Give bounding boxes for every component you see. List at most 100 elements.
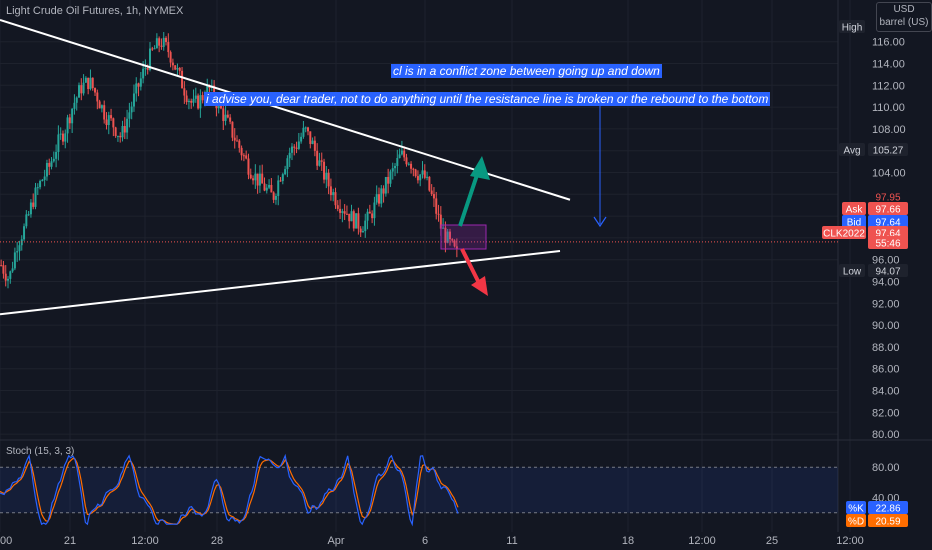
- candle-body: [307, 127, 310, 132]
- candle-body: [155, 38, 158, 49]
- y-tick-label: 114.00: [872, 59, 905, 71]
- stoch-band-fill: [0, 467, 838, 513]
- candle-body: [435, 198, 438, 214]
- ask-value-bg: [868, 202, 908, 215]
- bid-label-bg: [842, 215, 866, 228]
- high-label: High: [842, 23, 863, 34]
- stoch-y-tick: 80.00: [872, 462, 900, 474]
- annotation-note-2[interactable]: i advise you, dear trader, not to do any…: [204, 92, 771, 106]
- x-tick-label: 21: [64, 535, 76, 547]
- candle-body: [277, 180, 280, 196]
- candle-body: [382, 188, 385, 194]
- candle-body: [27, 214, 30, 216]
- candle-body: [407, 163, 410, 165]
- candle-body: [453, 240, 456, 247]
- currency-label: USD: [893, 4, 915, 15]
- stoch-d-line: [0, 457, 459, 525]
- candle-body: [339, 208, 342, 213]
- stoch-k-label: %K: [848, 504, 864, 515]
- annotation-note-1[interactable]: cl is in a conflict zone between going u…: [391, 64, 662, 78]
- candle-body: [25, 214, 28, 227]
- candle-body: [448, 231, 451, 240]
- candle-body: [169, 52, 172, 63]
- candle-body: [451, 239, 454, 241]
- stoch-k-value: 22.86: [875, 504, 900, 515]
- candle-body: [142, 68, 145, 79]
- candle-body: [428, 176, 431, 191]
- candle-body: [345, 213, 348, 215]
- x-tick-label: 28: [211, 535, 223, 547]
- candle-body: [190, 100, 193, 103]
- candle-body: [327, 172, 330, 187]
- x-tick-label: 18: [622, 535, 634, 547]
- candle-body: [432, 194, 435, 199]
- candle-body: [45, 162, 48, 177]
- candle-body: [192, 98, 195, 103]
- avg-value: 105.27: [873, 146, 904, 157]
- candle-body: [302, 127, 305, 137]
- candle-body: [446, 231, 449, 243]
- stoch-d-value: 20.59: [875, 517, 900, 528]
- candle-body: [59, 133, 62, 135]
- last-price-value: 97.64: [875, 229, 900, 240]
- candle-body: [391, 168, 394, 172]
- candle-body: [300, 136, 303, 142]
- avg-value-bg: [868, 143, 908, 156]
- candle-body: [82, 82, 85, 94]
- ask-label: Ask: [846, 205, 864, 216]
- symbol-label-bg: [822, 226, 866, 239]
- candle-body: [421, 170, 424, 175]
- candle-body: [249, 174, 252, 179]
- x-tick-label: 25: [766, 535, 778, 547]
- y-tick-label: 90.00: [872, 320, 900, 332]
- y-tick-label: 112.00: [872, 80, 905, 92]
- candle-body: [68, 117, 71, 124]
- unit-label: barrel (US): [879, 17, 929, 28]
- candle-body: [181, 70, 184, 89]
- candle-body: [32, 202, 35, 207]
- avg-label: Avg: [843, 146, 860, 157]
- candle-body: [144, 68, 147, 70]
- candle-body: [361, 231, 364, 233]
- candle-body: [100, 105, 103, 109]
- candle-body: [162, 37, 165, 47]
- candle-body: [4, 273, 7, 281]
- candle-body: [132, 93, 135, 107]
- candle-body: [329, 186, 332, 196]
- candle-body: [64, 133, 67, 142]
- candle-body: [34, 187, 37, 207]
- stoch-indicator-title[interactable]: Stoch (15, 3, 3): [6, 446, 75, 457]
- candle-body: [412, 168, 415, 170]
- candle-body: [389, 171, 392, 184]
- candle-body: [18, 245, 21, 252]
- candle-body: [423, 170, 426, 178]
- candle-body: [71, 108, 74, 124]
- candle-body: [265, 187, 268, 191]
- candle-body: [146, 68, 149, 70]
- candle-body: [371, 213, 374, 219]
- candle-body: [94, 88, 97, 93]
- candle-body: [116, 135, 119, 137]
- bid-value: 97.64: [875, 218, 900, 229]
- y-tick-label: 96.00: [872, 255, 900, 267]
- candle-body: [242, 155, 245, 157]
- stoch-k-label-bg: [846, 501, 866, 514]
- stoch-k-line: [0, 453, 459, 527]
- currency-unit-selector[interactable]: USD barrel (US): [876, 2, 932, 32]
- countdown-value: 55:46: [875, 239, 900, 250]
- candle-body: [318, 160, 321, 166]
- x-tick-label: 00: [0, 535, 12, 547]
- candle-body: [176, 68, 179, 70]
- candle-body: [304, 127, 307, 129]
- candle-body: [410, 163, 413, 169]
- y-tick-label: 86.00: [872, 364, 900, 376]
- candle-body: [55, 151, 58, 159]
- candle-body: [11, 268, 14, 272]
- candle-body: [158, 38, 161, 46]
- candle-body: [323, 161, 326, 180]
- candle-body: [364, 220, 367, 232]
- candle-body: [121, 126, 124, 138]
- candle-body: [352, 211, 355, 229]
- y-tick-label: 116.00: [872, 37, 905, 49]
